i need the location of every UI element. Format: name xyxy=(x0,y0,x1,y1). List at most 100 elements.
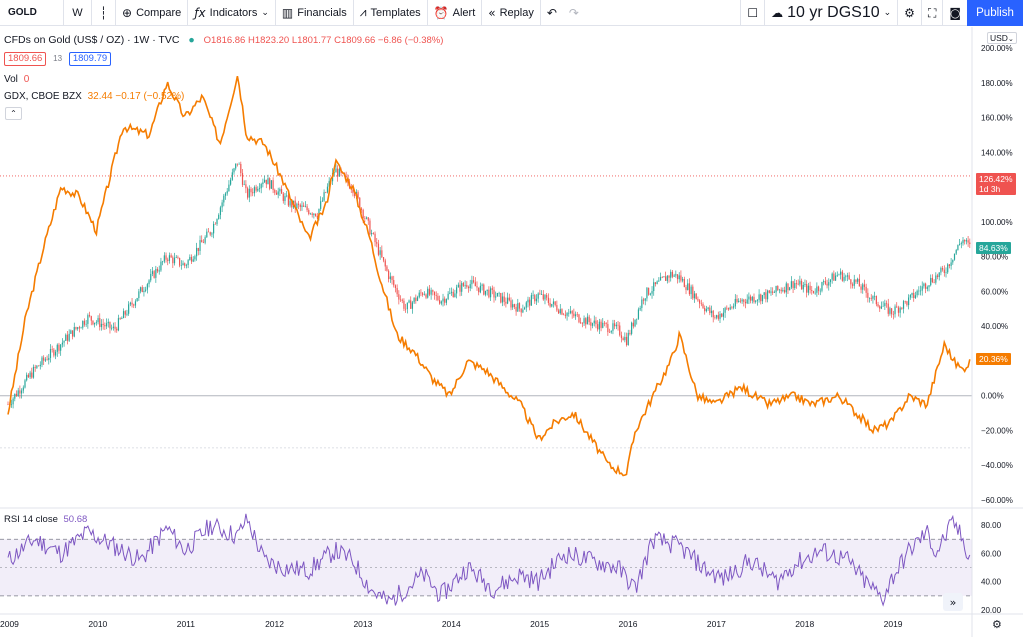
gold-candle-body xyxy=(73,327,75,337)
gold-candle-body xyxy=(245,184,247,189)
gold-candle-body xyxy=(896,306,898,308)
gold-candle-body xyxy=(501,296,504,303)
gold-candle-body xyxy=(850,279,852,285)
gold-candle-body xyxy=(150,273,152,281)
gold-candle-body xyxy=(136,298,138,302)
gold-candle-body xyxy=(384,260,386,267)
gold-candle-body xyxy=(116,328,118,331)
gold-candle-body xyxy=(309,213,312,215)
gold-candle-body xyxy=(620,335,623,339)
camera-icon: ◙ xyxy=(949,6,961,20)
gold-candle-body xyxy=(600,321,602,328)
gold-candle-body xyxy=(347,177,349,183)
gold-candle-body xyxy=(112,326,114,328)
alert-button[interactable]: ⏰ Alert xyxy=(428,0,483,26)
replay-button[interactable]: «Replay xyxy=(482,0,541,26)
indicators-button[interactable]: ƒx Indicators ⌄ xyxy=(188,0,276,26)
gold-candle-body xyxy=(53,349,55,356)
gold-candle-body xyxy=(206,231,208,238)
gold-candle-body xyxy=(185,265,188,266)
gold-candle-body xyxy=(911,292,913,295)
currency-selector[interactable]: USD⌄ xyxy=(987,32,1017,44)
gold-candle-body xyxy=(146,284,148,290)
gold-candle-body xyxy=(829,279,832,283)
gold-candle-body xyxy=(631,322,633,334)
gold-candle-body xyxy=(515,306,517,312)
gold-candle-body xyxy=(962,239,964,244)
ask-box[interactable]: 1809.79 xyxy=(68,52,112,66)
gold-candle-body xyxy=(581,323,583,324)
gold-candle-body xyxy=(959,244,961,245)
gold-candle-body xyxy=(646,287,648,299)
gold-candle-body xyxy=(85,323,87,325)
gold-candle-body xyxy=(124,311,126,315)
gold-candle-body xyxy=(49,349,52,358)
gold-candle-body xyxy=(250,188,252,193)
gold-candle-body xyxy=(362,209,364,219)
gold-candle-body xyxy=(10,404,12,405)
gold-candle-body xyxy=(872,296,874,299)
right-symbol-button[interactable]: ☁ 10 yr DGS10 ⌄ xyxy=(764,0,897,26)
gold-candle-body xyxy=(705,309,708,312)
bid-ask-row: 1809.66 13 1809.79 xyxy=(4,52,112,66)
gold-candle-body xyxy=(840,271,842,275)
gold-candle-body xyxy=(199,240,201,251)
symbol-search[interactable]: GOLD xyxy=(0,0,64,26)
chart-style-button[interactable]: ┆ xyxy=(92,0,116,26)
gdx-price-box: 20.36% xyxy=(976,353,1011,365)
gold-candle-body xyxy=(607,324,609,333)
gold-candle-body xyxy=(945,272,947,274)
gold-candle-body xyxy=(355,192,357,197)
gold-candle-body xyxy=(338,168,340,177)
y-tick-label: 180.00% xyxy=(981,79,1013,88)
templates-button[interactable]: ⩘ Templates xyxy=(354,0,428,26)
publish-button[interactable]: Publish xyxy=(967,0,1023,26)
fullscreen-button[interactable]: ⛶ xyxy=(920,0,942,26)
gold-candle-body xyxy=(775,285,777,293)
gold-candle-body xyxy=(580,322,582,324)
settings-button[interactable]: ⚙ xyxy=(897,0,921,26)
scroll-to-latest-button[interactable]: » xyxy=(943,593,963,611)
snapshot-button[interactable]: ◙ xyxy=(942,0,967,26)
undo-button[interactable]: ↶ xyxy=(541,0,563,26)
gold-candle-body xyxy=(734,298,736,307)
gold-candle-body xyxy=(738,300,740,303)
compare-button[interactable]: ⊕ Compare xyxy=(116,0,189,26)
gold-candle-body xyxy=(277,191,279,195)
collapse-legend-button[interactable]: ⌃ xyxy=(5,107,22,120)
redo-button[interactable]: ↷ xyxy=(563,0,585,26)
gold-candle-body xyxy=(168,255,171,261)
gold-candle-body xyxy=(811,290,813,291)
gold-candle-body xyxy=(743,299,745,302)
gold-candle-body xyxy=(238,164,240,165)
bid-box[interactable]: 1809.66 xyxy=(4,52,47,66)
gold-candle-body xyxy=(766,290,769,300)
gold-candle-body xyxy=(673,275,675,277)
interval-button[interactable]: W xyxy=(64,0,92,26)
x-tick-label: 2013 xyxy=(353,619,372,629)
financials-button[interactable]: ▥ Financials xyxy=(276,0,354,26)
fullscreen-icon: ⛶ xyxy=(927,5,937,20)
function-icon: ƒx xyxy=(194,5,206,20)
gold-candle-body xyxy=(476,286,478,288)
gold-candle-body xyxy=(437,295,439,301)
gold-candle-body xyxy=(649,293,651,295)
square-icon: ☐ xyxy=(747,6,759,20)
gold-candle-body xyxy=(751,296,753,301)
cloud-icon: ☁ xyxy=(771,6,784,20)
rsi-y-tick-label: 80.00 xyxy=(981,521,1002,530)
ohlc-values: O1816.86 H1823.20 L1801.77 C1809.66 −6.8… xyxy=(203,35,444,46)
layout-button[interactable]: ☐ xyxy=(740,0,764,26)
volume-label: Vol xyxy=(4,74,18,85)
gold-candle-body xyxy=(795,283,798,284)
scale-settings-icon[interactable]: ⚙ xyxy=(992,618,1002,631)
gold-candle-body xyxy=(765,292,767,300)
gold-candle-body xyxy=(736,298,738,303)
gold-candle-body xyxy=(593,320,595,324)
gold-candle-body xyxy=(192,259,194,262)
candlestick-icon: ┆ xyxy=(99,5,108,20)
gold-candle-body xyxy=(763,292,765,296)
gold-candle-body xyxy=(274,189,276,193)
gold-candle-body xyxy=(964,239,966,242)
gold-candle-body xyxy=(111,327,113,329)
